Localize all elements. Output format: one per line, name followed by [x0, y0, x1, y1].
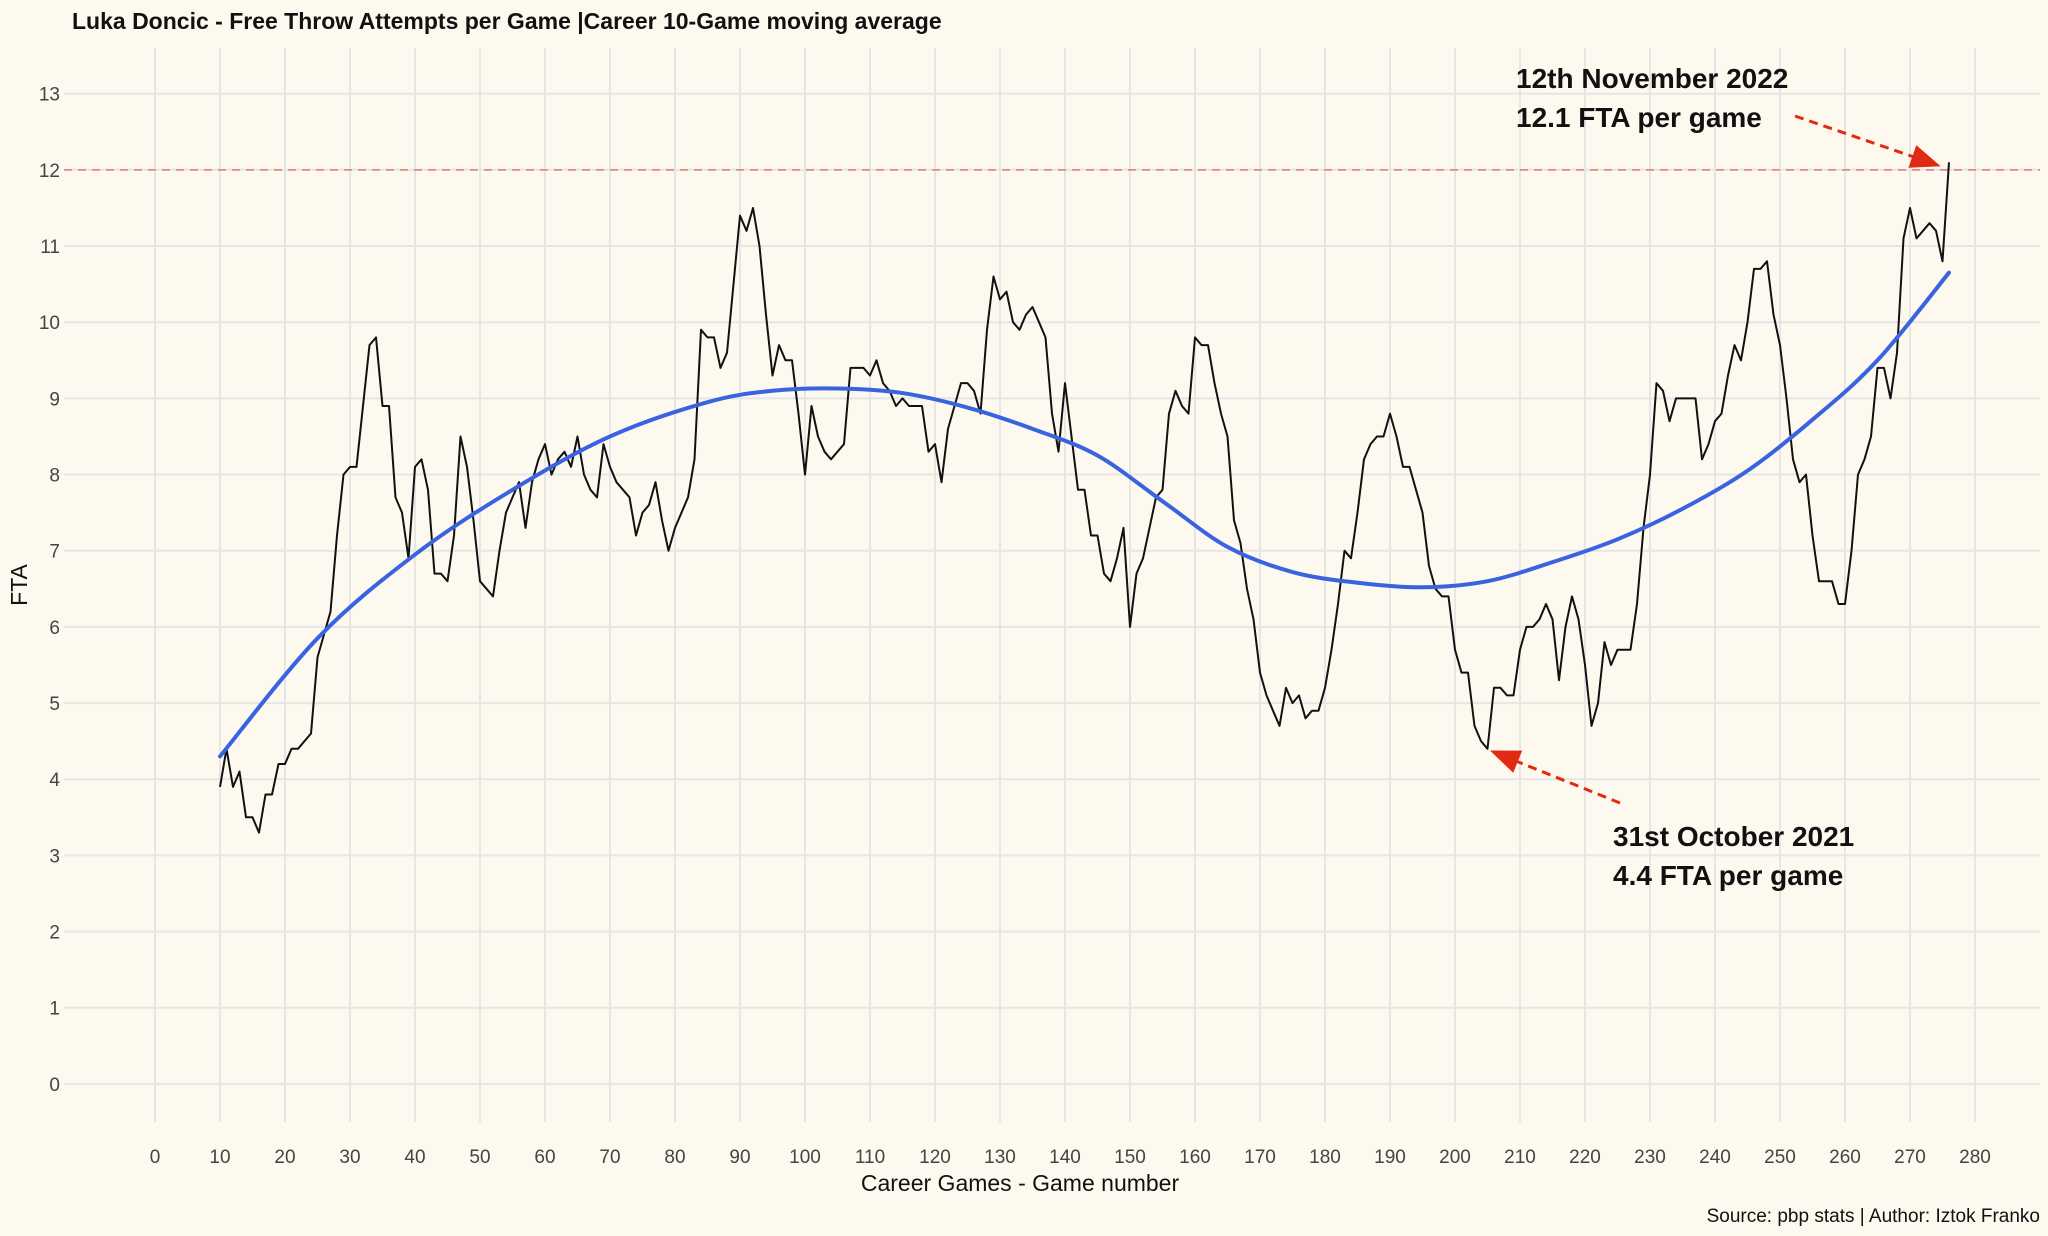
- x-tick-label-70: 70: [599, 1147, 620, 1168]
- y-tick-label-3: 3: [49, 846, 60, 867]
- x-tick-label-170: 170: [1244, 1147, 1276, 1168]
- y-tick-label-11: 11: [40, 237, 60, 258]
- y-tick-label-13: 13: [39, 85, 60, 106]
- x-tick-label-260: 260: [1829, 1147, 1861, 1168]
- annotation-2-arrow: [1489, 750, 1621, 805]
- x-tick-label-180: 180: [1309, 1147, 1341, 1168]
- x-tick-label-60: 60: [534, 1147, 555, 1168]
- x-tick-label-240: 240: [1699, 1147, 1731, 1168]
- chart-title: Luka Doncic - Free Throw Attempts per Ga…: [72, 8, 942, 34]
- x-tick-label-220: 220: [1569, 1147, 1601, 1168]
- series-group: [218, 162, 1951, 834]
- y-tick-label-9: 9: [49, 389, 60, 410]
- x-tick-label-80: 80: [664, 1147, 685, 1168]
- annotation-1-line-2: 12.1 FTA per game: [1516, 102, 1762, 133]
- y-tick-label-12: 12: [39, 161, 60, 182]
- x-tick-label-90: 90: [729, 1147, 750, 1168]
- x-tick-label-160: 160: [1179, 1147, 1211, 1168]
- x-tick-label-40: 40: [404, 1147, 425, 1168]
- annotation-1-arrow: [1794, 114, 1941, 168]
- x-tick-label-50: 50: [469, 1147, 490, 1168]
- x-tick-label-190: 190: [1374, 1147, 1406, 1168]
- y-tick-label-10: 10: [39, 313, 60, 334]
- x-tick-label-110: 110: [855, 1147, 885, 1168]
- annotations: 12th November 2022 12.1 FTA per game 31st …: [1489, 63, 1941, 891]
- x-tick-label-130: 130: [984, 1147, 1016, 1168]
- x-axis-ticks: 0 10 20 30 40 50 60 70 80 90 100 110 120 130 140 150 160…: [150, 1147, 1991, 1168]
- x-tick-label-150: 150: [1114, 1147, 1146, 1168]
- x-tick-label-10: 10: [209, 1147, 230, 1168]
- x-tick-label-30: 30: [339, 1147, 360, 1168]
- y-tick-label-2: 2: [49, 923, 60, 944]
- y-axis-label: FTA: [6, 563, 32, 605]
- x-tick-label-20: 20: [274, 1147, 295, 1168]
- x-tick-label-200: 200: [1439, 1147, 1471, 1168]
- y-tick-label-5: 5: [49, 694, 60, 715]
- x-tick-label-280: 280: [1959, 1147, 1991, 1168]
- x-tick-label-250: 250: [1764, 1147, 1796, 1168]
- y-tick-label-8: 8: [49, 466, 60, 487]
- x-tick-label-100: 100: [789, 1147, 821, 1168]
- x-tick-label-0: 0: [150, 1147, 161, 1168]
- y-tick-label-4: 4: [49, 770, 60, 791]
- y-tick-label-1: 1: [49, 999, 60, 1020]
- y-tick-label-6: 6: [49, 618, 60, 639]
- x-tick-label-230: 230: [1634, 1147, 1666, 1168]
- y-tick-label-7: 7: [49, 542, 60, 563]
- annotation-2-line-2: 4.4 FTA per game: [1613, 860, 1843, 891]
- grid: [64, 48, 2040, 1122]
- x-tick-label-140: 140: [1049, 1147, 1081, 1168]
- annotation-2-line-1: 31st October 2021: [1613, 821, 1854, 852]
- y-tick-label-0: 0: [49, 1075, 60, 1096]
- x-tick-label-210: 210: [1504, 1147, 1536, 1168]
- annotation-1-line-1: 12th November 2022: [1516, 63, 1788, 94]
- moving-average-line: [219, 162, 1950, 834]
- x-axis-label: Career Games - Game number: [861, 1170, 1180, 1196]
- source-caption: Source: pbp stats | Author: Iztok Franko: [1706, 1206, 2040, 1227]
- x-tick-label-120: 120: [919, 1147, 951, 1168]
- x-tick-label-270: 270: [1894, 1147, 1926, 1168]
- trend-line: [218, 270, 1951, 759]
